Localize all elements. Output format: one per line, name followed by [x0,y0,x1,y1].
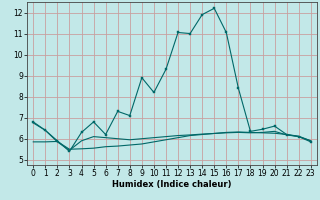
X-axis label: Humidex (Indice chaleur): Humidex (Indice chaleur) [112,180,232,189]
